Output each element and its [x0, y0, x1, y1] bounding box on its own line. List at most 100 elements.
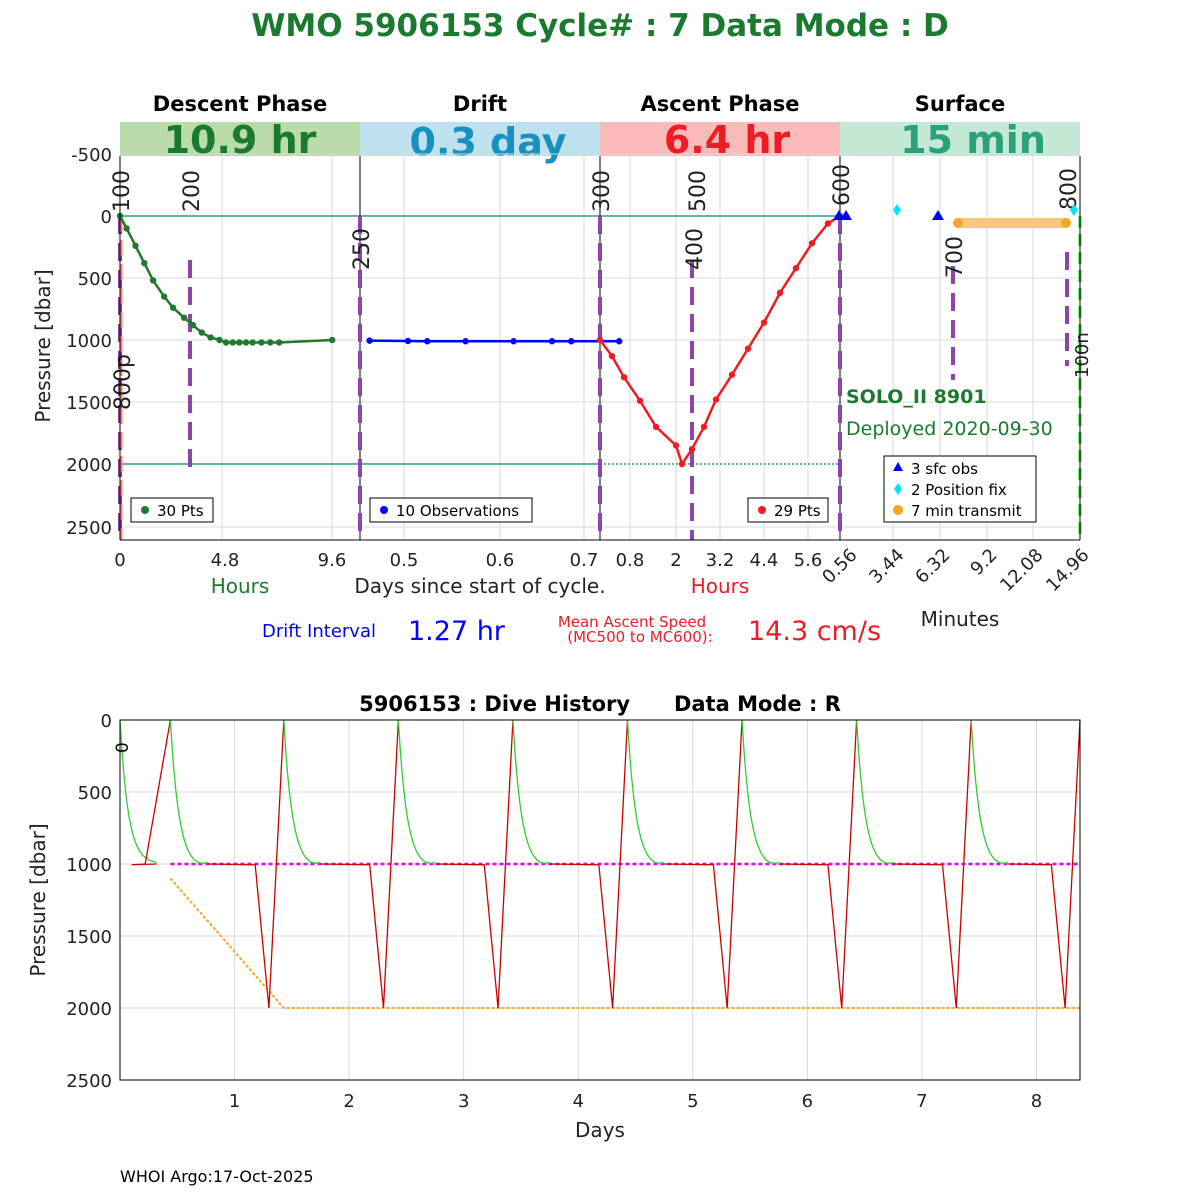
float-model: SOLO_II 8901: [846, 386, 987, 408]
phase-duration-descent: 10.9 hr: [164, 118, 317, 162]
history-ascent-line: [893, 719, 972, 1009]
history-ascent-line: [320, 719, 400, 1009]
drift-point: [616, 338, 623, 345]
mc-label-500: 500: [686, 170, 711, 212]
descent-point: [242, 339, 250, 346]
history-ascent-line: [778, 719, 858, 1009]
history-descent-line: [283, 719, 321, 864]
mc-label-250: 250: [350, 228, 375, 270]
drift-interval-label: Drift Interval: [262, 621, 376, 642]
top-ytick: 1000: [66, 331, 112, 352]
ascent-point: [678, 460, 686, 468]
footer-credit: WHOI Argo:17-Oct-2025: [120, 1167, 314, 1186]
descent-point: [180, 314, 188, 321]
ascent-point: [688, 445, 696, 453]
cycle-start-label: 0: [113, 742, 133, 753]
descent-point: [216, 336, 223, 344]
sfc-obs-point: [840, 210, 852, 220]
history-xtick: 7: [916, 1091, 927, 1112]
history-descent-line: [970, 719, 1008, 864]
surface-xtick: 3.44: [865, 545, 908, 588]
top-series: [116, 212, 844, 468]
svg-text:29 Pts: 29 Pts: [774, 502, 821, 520]
top-ytick: 500: [78, 269, 112, 290]
ascent-speed-label-2: (MC500 to MC600):: [567, 628, 712, 646]
descent-point: [275, 339, 283, 346]
history-ytick: 1500: [66, 927, 112, 948]
history-ytick: 1000: [66, 855, 112, 876]
ascent-xtick: 0.8: [616, 550, 645, 571]
history-descent-line: [169, 719, 208, 864]
history-xtick: 1: [229, 1091, 240, 1112]
descent-xtick: 9.6: [318, 550, 347, 571]
svg-text:7 min transmit: 7 min transmit: [911, 502, 1022, 520]
legend-surface: 3 sfc obs 2 Position fix 7 min transmit: [883, 455, 1037, 523]
legend-descent: 30 Pts: [130, 497, 214, 523]
mc-label-700: 700: [943, 236, 968, 278]
phase-duration-ascent: 6.4 hr: [664, 118, 791, 162]
history-xtick: 4: [573, 1091, 584, 1112]
svg-text:30 Pts: 30 Pts: [157, 502, 204, 520]
history-descent-line: [626, 719, 665, 864]
ascent-point: [620, 374, 628, 381]
ascent-point: [792, 264, 800, 272]
descent-xtick: 0: [114, 550, 125, 571]
mc-label-200: 200: [180, 170, 205, 212]
mc-label-600: 600: [830, 164, 855, 206]
phase-duration-drift: 0.3 day: [410, 120, 567, 164]
history-ascent-line: [131, 719, 172, 866]
svg-text:10 Observations: 10 Observations: [396, 502, 519, 520]
top-ytick: 1500: [66, 393, 112, 414]
history-ytick: 2000: [66, 999, 112, 1020]
top-ytick: 2500: [66, 518, 112, 539]
phase-name-ascent: Ascent Phase: [641, 92, 800, 116]
descent-point: [249, 339, 256, 346]
sfc-obs-point: [932, 210, 944, 220]
surface-xtick: 0.56: [818, 545, 861, 588]
surface-unit: Minutes: [921, 607, 1000, 631]
ascent-point: [700, 423, 708, 430]
ascent-point: [652, 423, 660, 430]
position-fix-point: [893, 204, 901, 216]
ascent-point: [744, 345, 752, 352]
descent-xtick: 4.8: [211, 550, 240, 571]
top-ylabel: Pressure [dbar]: [31, 269, 55, 422]
descent-point: [236, 339, 243, 346]
mc-label-100n: 100n: [1072, 332, 1093, 378]
history-ascent-line: [435, 719, 514, 1009]
descent-point: [161, 293, 168, 300]
ascent-xtick: 3.2: [706, 550, 735, 571]
surface-xtick: 14.96: [1042, 545, 1093, 596]
phase-name-drift: Drift: [453, 92, 507, 116]
ascent-point: [672, 442, 680, 449]
bottom-panel: 5906153 : Dive History Data Mode : R 0 50…: [26, 692, 1081, 1142]
surface-series: [833, 204, 1078, 228]
drift-interval-value: 1.27 hr: [408, 616, 506, 647]
float-deployed: Deployed 2020-09-30: [846, 418, 1053, 440]
drift-profile-line: [369, 339, 620, 343]
descent-point: [149, 277, 157, 284]
history-ascent-line: [664, 719, 743, 1009]
history-xtick: 6: [802, 1091, 813, 1112]
surface-xtick: 12.08: [996, 545, 1047, 596]
history-descent-line: [397, 719, 436, 864]
history-ytick: 500: [78, 783, 112, 804]
ascent-point: [824, 220, 832, 227]
top-ytick: 0: [101, 207, 112, 228]
ascent-point: [636, 397, 644, 404]
ascent-point: [760, 319, 768, 326]
history-title: 5906153 : Dive History Data Mode : R: [359, 692, 841, 716]
ascent-point: [728, 371, 736, 378]
descent-unit: Hours: [211, 574, 270, 598]
descent-point: [169, 304, 177, 311]
ascent-speed-label-1: Mean Ascent Speed: [558, 613, 706, 631]
top-ytick: -500: [71, 145, 112, 166]
descent-point: [198, 329, 205, 336]
history-descent-line: [512, 719, 550, 864]
descent-point: [229, 339, 236, 346]
drift-point: [424, 338, 431, 345]
surface-xtick: 9.2: [966, 545, 1001, 580]
drift-point: [366, 337, 373, 344]
bottom-ticks: 0 500 1000 1500 2000 2500 1 2 3 4 5 6 7 8: [66, 711, 1042, 1112]
